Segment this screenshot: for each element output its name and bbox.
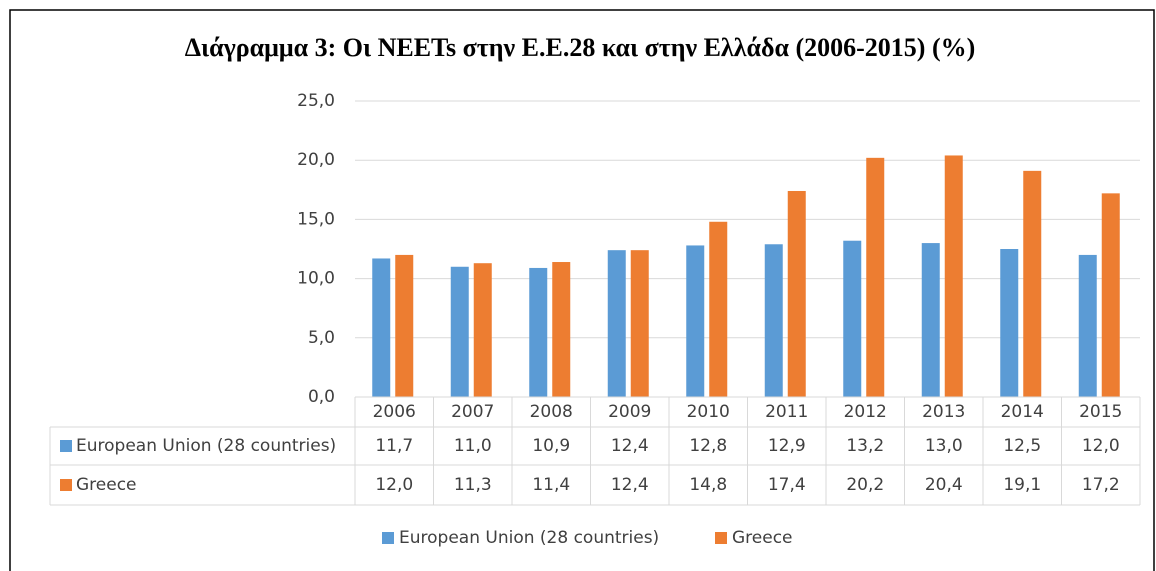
table-value: 12,8 [689, 436, 727, 456]
legend-label: Greece [732, 528, 793, 548]
table-value: 11,3 [454, 475, 492, 495]
bar [1023, 170, 1042, 397]
x-tick-label: 2014 [1001, 402, 1044, 422]
y-tick-label: 0,0 [308, 387, 335, 407]
legend-label: European Union (28 countries) [399, 528, 659, 548]
table-value: 11,4 [532, 475, 570, 495]
y-tick-label: 20,0 [297, 150, 335, 170]
table-row-label: Greece [76, 475, 137, 495]
legend-key [382, 532, 394, 544]
x-tick-label: 2006 [373, 402, 416, 422]
x-tick-label: 2007 [451, 402, 494, 422]
bar [944, 155, 963, 397]
bar [921, 243, 940, 397]
table-key [60, 479, 72, 491]
table-key [60, 440, 72, 452]
bar [529, 267, 548, 397]
bar [473, 263, 492, 397]
table-value: 17,2 [1082, 475, 1120, 495]
y-tick-label: 5,0 [308, 328, 335, 348]
bar [1101, 193, 1120, 397]
bar [764, 244, 783, 397]
table-value: 12,4 [611, 436, 649, 456]
y-tick-label: 10,0 [297, 269, 335, 289]
table-value: 12,9 [768, 436, 806, 456]
table-value: 19,1 [1003, 475, 1041, 495]
table-value: 11,0 [454, 436, 492, 456]
bar [1078, 254, 1097, 397]
x-tick-label: 2011 [765, 402, 808, 422]
table-value: 11,7 [375, 436, 413, 456]
bar [843, 240, 862, 397]
table-value: 10,9 [532, 436, 570, 456]
table-value: 17,4 [768, 475, 806, 495]
bar [866, 157, 885, 397]
bar [607, 250, 626, 397]
bar [450, 266, 469, 397]
chart-title: Διάγραμμα 3: Οι NEETs στην Ε.Ε.28 και στ… [185, 33, 976, 62]
x-tick-label: 2010 [687, 402, 730, 422]
bar [552, 262, 571, 397]
legend-key [715, 532, 727, 544]
table-value: 14,8 [689, 475, 727, 495]
table-value: 12,0 [1082, 436, 1120, 456]
y-tick-label: 25,0 [297, 91, 335, 111]
x-tick-label: 2015 [1079, 402, 1122, 422]
bar [630, 250, 649, 397]
bar [686, 245, 705, 397]
table-value: 12,5 [1003, 436, 1041, 456]
x-tick-label: 2009 [608, 402, 651, 422]
table-value: 12,0 [375, 475, 413, 495]
bar [709, 221, 728, 397]
table-value: 20,4 [925, 475, 963, 495]
table-value: 13,0 [925, 436, 963, 456]
table-row-label: European Union (28 countries) [76, 436, 336, 456]
x-tick-label: 2008 [530, 402, 573, 422]
bar [787, 190, 806, 397]
bar [1000, 249, 1019, 397]
table-value: 12,4 [611, 475, 649, 495]
table-value: 13,2 [846, 436, 884, 456]
y-tick-label: 15,0 [297, 209, 335, 229]
x-tick-label: 2013 [922, 402, 965, 422]
bar [395, 254, 414, 397]
bar [372, 258, 391, 397]
x-tick-label: 2012 [844, 402, 887, 422]
table-value: 20,2 [846, 475, 884, 495]
chart-border [9, 9, 1155, 571]
